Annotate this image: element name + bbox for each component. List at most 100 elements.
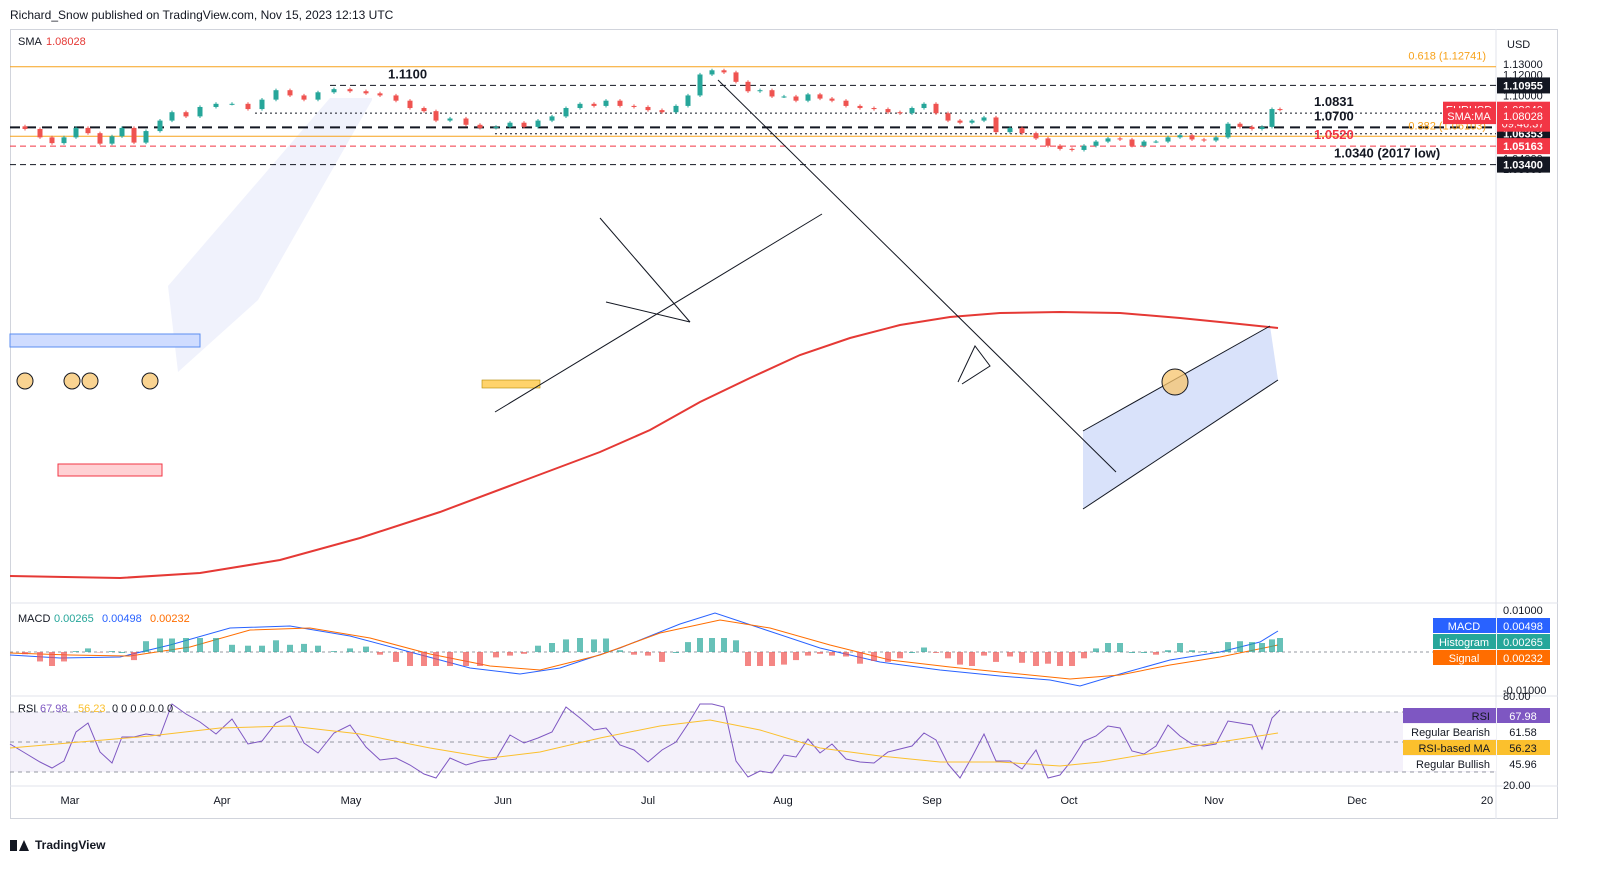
level-label: 1.0340 (2017 low)	[1334, 146, 1440, 161]
macd-histogram-bar	[287, 644, 293, 652]
macd-value-tag	[1497, 634, 1550, 649]
macd-histogram-bar	[315, 645, 321, 652]
candle-body	[463, 118, 469, 125]
rsi-line	[9, 703, 1281, 779]
candle-body	[477, 124, 483, 128]
macd-histogram-bar	[909, 652, 915, 653]
time-tick-label: Apr	[213, 795, 230, 807]
macd-histogram-bar	[921, 647, 927, 652]
time-tick-label: Dec	[1347, 795, 1367, 807]
macd-histogram-bar	[61, 652, 67, 662]
macd-histogram-bar	[85, 648, 91, 652]
rsi-legend-extras: 0 0 0 0 0 0 0	[112, 703, 173, 715]
rsi-value-tag	[1497, 756, 1550, 771]
candle-body	[885, 109, 891, 113]
level-label: 1.1100	[388, 66, 427, 81]
candle-body	[981, 117, 987, 121]
sma-tag-text: SMA:MA	[1447, 111, 1491, 123]
candle-body	[363, 91, 369, 94]
macd-histogram-bar	[433, 652, 439, 666]
price-level-tag-text: 1.03400	[1503, 160, 1543, 172]
macd-legend-macd: 0.00498	[102, 613, 142, 625]
candle-body	[1069, 148, 1075, 150]
candle-body	[73, 127, 79, 138]
macd-histogram-bar	[843, 652, 849, 657]
sma-value-tag-text: 1.08028	[1503, 111, 1543, 123]
sma-tag	[1443, 108, 1496, 125]
macd-histogram-bar	[549, 643, 555, 652]
macd-histogram-bar	[347, 648, 353, 652]
macd-histogram-bar	[591, 639, 597, 652]
candle-body	[61, 137, 67, 144]
rising-channel-shade	[168, 98, 372, 372]
macd-histogram-bar	[1129, 652, 1135, 653]
macd-histogram-bar	[885, 652, 891, 662]
macd-histogram-bar	[109, 651, 115, 652]
rsi-value-tag	[1497, 740, 1550, 755]
candle-body	[85, 127, 91, 134]
macd-axis-tick: -0.01000	[1503, 685, 1546, 697]
candle-body	[1237, 123, 1243, 127]
candle-body	[843, 100, 849, 106]
candle-body	[22, 126, 28, 129]
wedge-lower-line	[605, 301, 691, 323]
candle-body	[1225, 123, 1231, 138]
macd-histogram-bar	[363, 646, 369, 652]
candle-body	[577, 103, 583, 109]
candle-body	[685, 95, 691, 106]
rsi-tag-name: Regular Bullish	[1416, 759, 1490, 771]
support-zone-box	[9, 333, 201, 348]
rsi-legend-ma: 56.23	[78, 703, 106, 715]
candle-body	[183, 112, 189, 117]
sma-value-tag	[1497, 108, 1550, 125]
candle-body	[563, 108, 569, 117]
candle-body	[857, 105, 863, 109]
macd-histogram-bar	[1093, 648, 1099, 652]
macd-histogram-bar	[407, 652, 413, 666]
uptrend-line	[494, 213, 823, 413]
price-tick-label: 1.13000	[1503, 59, 1543, 71]
candle-body	[1141, 141, 1147, 146]
candle-body	[447, 118, 453, 121]
macd-histogram-bar	[1081, 652, 1087, 659]
macd-histogram-bar	[22, 652, 28, 655]
macd-histogram-bar	[993, 652, 999, 662]
channel-lower-line	[1082, 379, 1279, 510]
macd-histogram-bar	[1045, 652, 1051, 664]
macd-histogram-bar	[521, 652, 527, 654]
macd-histogram-bar	[463, 652, 469, 666]
candle-body	[1033, 133, 1039, 139]
candle-body	[521, 122, 527, 127]
candle-body	[273, 90, 279, 100]
candle-body	[347, 89, 353, 92]
macd-legend-signal: 0.00232	[150, 613, 190, 625]
footer-brand[interactable]: TradingView	[10, 838, 105, 852]
candle-body	[969, 120, 975, 123]
candle-body	[315, 92, 321, 100]
candle-body	[871, 108, 877, 110]
macd-tag-name: Signal	[1449, 653, 1480, 665]
candle-body	[1213, 137, 1219, 141]
candle-body	[631, 105, 637, 107]
price-level-tag-text: 1.05163	[1503, 141, 1543, 153]
rsi-axis-tick: 20.00	[1503, 780, 1531, 792]
sma-line	[9, 310, 1279, 580]
macd-histogram-bar	[733, 640, 739, 652]
macd-histogram-bar	[213, 638, 219, 652]
macd-histogram-bar	[377, 652, 383, 655]
macd-histogram-bar	[1165, 650, 1171, 652]
candle-body	[213, 103, 219, 107]
candle-body	[493, 126, 499, 128]
candle-body	[119, 127, 125, 137]
candle-body	[921, 103, 927, 109]
candle-body	[197, 106, 203, 117]
macd-histogram-bar	[37, 652, 43, 662]
rsi-tag-value: 56.23	[1509, 743, 1537, 755]
touch-point-marker	[141, 372, 159, 390]
macd-histogram-bar	[1117, 643, 1123, 652]
macd-histogram-bar	[1033, 652, 1039, 666]
macd-histogram-bar	[1177, 643, 1183, 652]
macd-histogram-bar	[477, 652, 483, 666]
candle-body	[617, 100, 623, 106]
